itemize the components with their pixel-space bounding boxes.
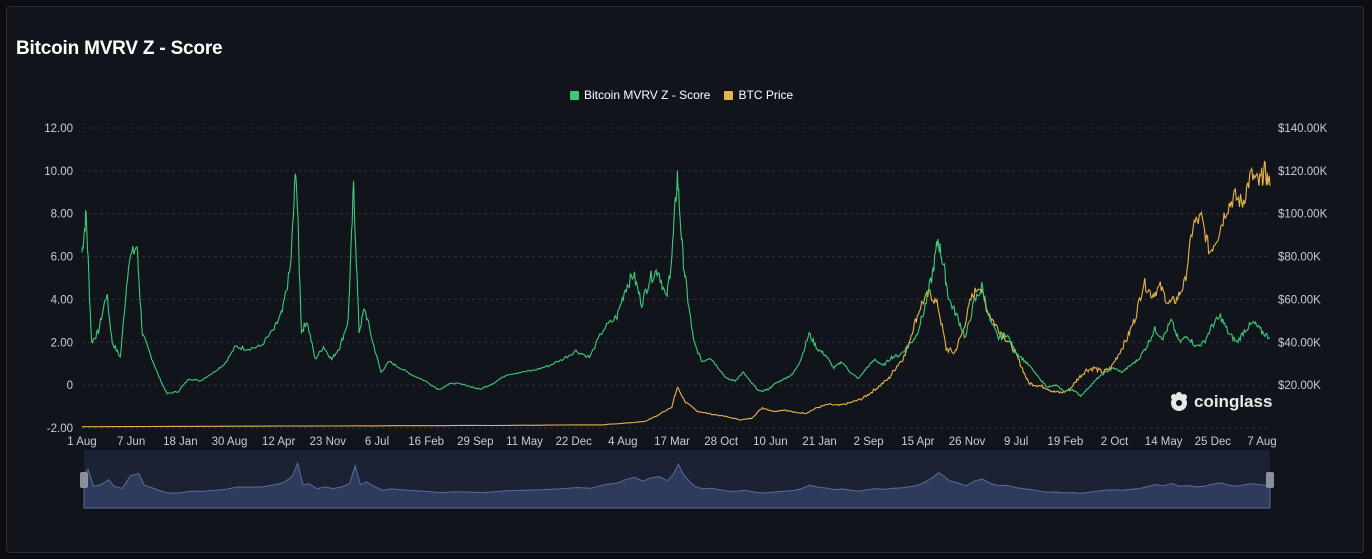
y-right-tick-label: $40.00K [1278,337,1321,349]
x-tick-label: 4 Aug [608,436,637,448]
x-tick-label: 18 Jan [163,436,198,448]
x-tick-label: 2 Sep [854,436,884,448]
x-tick-label: 6 Jul [365,436,389,448]
x-tick-label: 11 May [506,436,543,448]
legend-label-zscore: Bitcoin MVRV Z - Score [584,88,711,102]
y-right-tick-label: $60.00K [1278,294,1321,306]
legend-swatch-zscore [570,90,579,100]
x-tick-label: 22 Dec [555,436,592,448]
navigator-left-handle[interactable] [80,472,88,488]
x-tick-label: 28 Oct [704,436,739,448]
y-left-tick-label: 12.00 [44,123,73,135]
x-tick-label: 19 Feb [1047,436,1083,448]
x-tick-label: 17 Mar [654,436,690,448]
y-right-tick-label: $100.00K [1278,209,1328,221]
chart-title: Bitcoin MVRV Z - Score [16,38,223,59]
y-right-tick-label: $80.00K [1278,252,1321,264]
x-tick-label: 25 Dec [1195,436,1232,448]
y-right-tick-label: $120.00K [1278,166,1328,178]
legend-label-price: BTC Price [738,88,794,102]
x-tick-label: 7 Aug [1247,436,1276,448]
legend: Bitcoin MVRV Z - Score BTC Price [570,88,793,102]
navigator-right-handle[interactable] [1266,472,1274,488]
btc-price-line [82,160,1271,428]
x-tick-label: 2 Oct [1101,436,1129,448]
legend-swatch-price [724,90,734,100]
y-right-tick-label: $140.00K [1278,123,1328,135]
legend-item-zscore[interactable]: Bitcoin MVRV Z - Score [570,88,710,102]
y-left-tick-label: 10.00 [44,166,73,178]
y-left-tick-label: 8.00 [51,209,73,221]
coinglass-logo-icon [1171,392,1187,411]
y-left-tick-label: 2.00 [51,337,73,349]
legend-item-price[interactable]: BTC Price [724,88,793,102]
zscore-line [81,170,1271,398]
x-tick-label: 14 May [1145,436,1183,448]
x-tick-label: 1 Aug [67,436,96,448]
x-tick-label: 21 Jan [802,436,837,448]
y-right-tick-label: $20.00K [1278,380,1321,392]
watermark-text: coinglass [1194,392,1273,411]
x-tick-label: 15 Apr [901,436,934,448]
y-left-tick-label: 4.00 [51,294,73,306]
x-tick-label: 12 Apr [262,436,295,448]
y-left-tick-label: 6.00 [51,252,73,264]
y-left-tick-label: -2.00 [47,423,73,435]
watermark: coinglass [1168,391,1272,413]
y-left-tick-label: 0 [67,380,73,392]
x-tick-label: 9 Jul [1004,436,1028,448]
x-tick-label: 29 Sep [457,436,493,448]
navigator-area [83,461,1271,509]
x-tick-label: 16 Feb [408,436,444,448]
x-tick-label: 7 Jun [117,436,145,448]
x-tick-label: 30 Aug [212,436,248,448]
x-tick-label: 23 Nov [310,436,347,448]
x-tick-label: 26 Nov [949,436,986,448]
x-tick-label: 10 Jun [753,436,788,448]
